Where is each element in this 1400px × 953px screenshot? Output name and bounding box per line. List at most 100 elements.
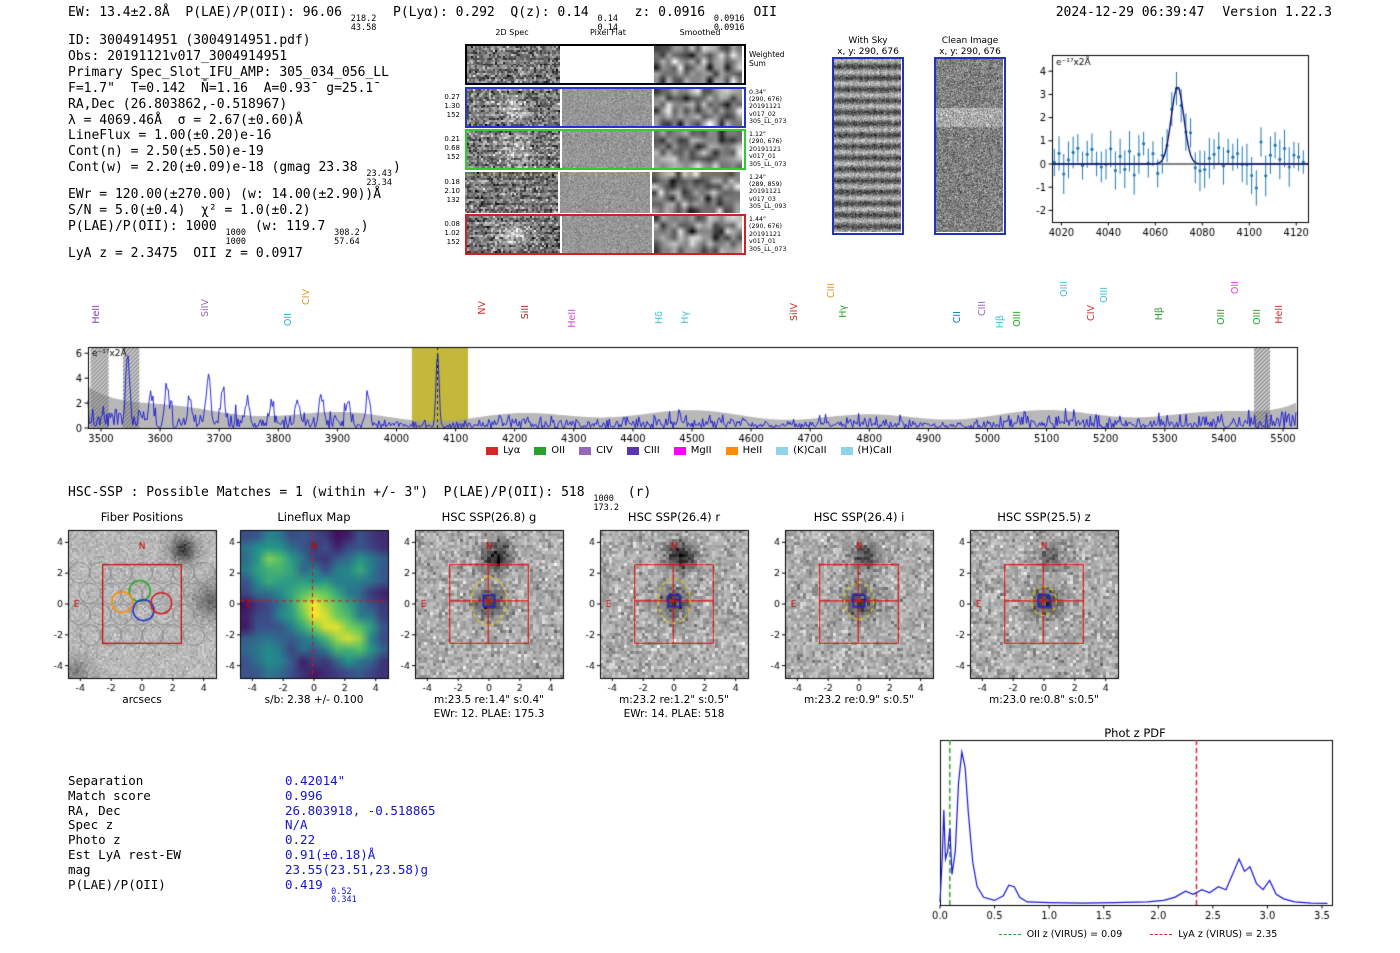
cutout-caption: EWr: 12. PLAE: 175.3 — [433, 707, 545, 720]
emission-line-marker: HeII — [567, 309, 579, 328]
spec2d-row-meta: 1.24" (289, 859) 20191121 v017_03 305_LL… — [749, 173, 787, 211]
info-line: RA,Dec (26.803862,-0.518967) — [68, 96, 288, 112]
match-table-row: Photo z 0.22 — [68, 832, 436, 847]
emission-line-marker: OIII — [1216, 309, 1228, 325]
photz-legend-item: LyA z (VIRUS) = 2.35 — [1150, 929, 1277, 940]
spec2d-row-stats: 0.08 1.02 152 — [444, 220, 460, 246]
spectrum-legend: Lyα OII CIV CIII MgII HeII (K)CaII (H)CaII — [58, 445, 1320, 456]
cutout-caption: m:23.2 re:1.2" s:0.5" — [619, 694, 729, 706]
spec2d-image-1-1 — [562, 88, 652, 126]
spec2d-image-3-0 — [465, 171, 558, 213]
hsc-match-header: HSC-SSP : Possible Matches = 1 (within +… — [68, 485, 652, 513]
info-line: LineFlux = 1.00(±0.20)e-16 — [68, 128, 272, 144]
spectrum-legend-item: Lyα — [486, 445, 520, 456]
cutout-title: HSC SSP(26.8) g — [441, 510, 537, 524]
cutout-panel: Lineflux Map s/b: 2.38 +/- 0.100 — [214, 510, 394, 722]
spec2d-row-meta: 1.12" (290, 676) 20191121 v017_01 305_LL… — [749, 131, 787, 168]
cutout-panels: Fiber Positions arcsecs Lineflux Map s/b: 2… — [0, 510, 1400, 725]
spec2d-row-stats: 0.21 0.68 152 — [444, 135, 460, 161]
cutout-caption: m:23.0 re:0.8" s:0.5" — [989, 694, 1099, 706]
cutout-canvas-hsc — [759, 524, 939, 692]
emission-line-marker: Hδ — [654, 311, 666, 324]
info-line: F=1.7" T=0.142 N̄=1.16 A=0.93̄ g=25.1̄ — [68, 80, 374, 96]
match-key: Separation — [68, 773, 144, 788]
info-line: LyA z = 2.3475 OII z = 0.0917 — [68, 246, 303, 262]
cutout-title: Lineflux Map — [277, 510, 351, 524]
fraction-value: 23.43 23.34 — [366, 169, 393, 188]
clean-image-frame — [934, 57, 1006, 235]
cutout-canvas-lineflux — [214, 524, 394, 692]
spec2d-image-1-0 — [467, 88, 560, 126]
match-key: Match score — [68, 787, 151, 803]
fraction-value: 0.52 0.341 — [331, 886, 357, 906]
spec2d-image-1-2 — [654, 88, 742, 126]
spec2d-row — [465, 214, 746, 255]
spec2d-row-stats: 0.27 1.30 152 — [444, 92, 460, 119]
match-value: 0.996 — [285, 787, 323, 803]
info-line: λ = 4069.46Å σ = 2.67(±0.60)Å — [68, 112, 303, 128]
cutout-panel: Fiber Positions arcsecs — [42, 510, 222, 722]
match-value: 0.42014" — [285, 773, 346, 788]
legend-label: CIV — [596, 445, 613, 456]
spec2d-row-meta: 0.34" (290, 676) 20191121 v017_02 305_LL… — [749, 88, 787, 126]
info-line: S/N = 5.0(±0.4) χ² = 1.0(±0.2) — [68, 203, 311, 219]
detection-info-block: ID: 3004914951 (3004914951.pdf) Obs: 2019… — [68, 33, 401, 262]
emission-line-marker: OII — [282, 313, 294, 327]
version-label: Version 1.22.3 — [1222, 5, 1332, 20]
spec2d-image-0-1 — [562, 46, 652, 83]
spec2d-panel: 2D Spec Pixel Flat Smoothed Weighted Sum 0.2… — [412, 28, 802, 263]
spec2d-image-4-1 — [562, 216, 652, 253]
match-value: 0.22 — [285, 832, 316, 848]
info-line: Obs: 20191121v017_3004914951 — [68, 48, 288, 64]
emission-line-marker: CIII — [826, 283, 838, 299]
photz-chart — [918, 722, 1358, 922]
spec2d-image-2-2 — [654, 131, 742, 168]
emission-line-marker: CIV — [301, 289, 313, 305]
cutout-caption: s/b: 2.38 +/- 0.100 — [264, 694, 364, 706]
with_sky-image — [834, 59, 901, 232]
clean-image — [936, 59, 1003, 232]
legend-swatch — [534, 446, 547, 455]
fraction-value: 0.14 0.14 — [597, 14, 618, 33]
spec2d-row-meta: 1.44" (290, 676) 20191121 v017_01 305_LL… — [749, 216, 787, 253]
cutout-title: Fiber Positions — [100, 510, 184, 524]
spec2d-image-2-1 — [562, 131, 652, 168]
match-table-row: Spec z N/A — [68, 817, 436, 832]
weighted-sum-label: Weighted Sum — [749, 50, 785, 68]
spec2d-row — [465, 86, 746, 128]
spectrum-legend-item: OII — [534, 445, 565, 456]
spec2d-image-3-1 — [560, 171, 650, 213]
cutout-panel: HSC SSP(26.4) i m:23.2 re:0.9" s:0.5" — [759, 510, 939, 722]
legend-swatch — [579, 446, 592, 455]
full-spectrum-chart — [58, 338, 1320, 450]
legend-label: OII — [551, 445, 566, 456]
info-line: Cont(w) = 2.20(±0.09)e-18 (gmag 23.38 23… — [68, 160, 401, 188]
fraction-value: 0.0916 0.0916 — [713, 14, 745, 33]
cutout-title: HSC SSP(26.4) r — [627, 510, 721, 524]
photz-legend-item: OII z (VIRUS) = 0.09 — [998, 929, 1122, 940]
spec2d-image-4-2 — [654, 216, 742, 253]
emission-line-marker: SiIV — [200, 299, 212, 317]
spectrum-legend-item: CIII — [626, 445, 660, 456]
spectrum-legend-item: (K)CaII — [776, 445, 827, 456]
fraction-value: 1000 173.2 — [593, 494, 619, 513]
spectrum-legend-item: HeII — [725, 445, 762, 456]
info-line: ID: 3004914951 (3004914951.pdf) — [68, 33, 311, 48]
line-fit-chart — [1028, 46, 1320, 238]
spec2d-row — [465, 129, 746, 170]
with_sky-title: With Sky x, y: 290, 676 — [837, 36, 899, 57]
legend-swatch — [626, 446, 639, 455]
cutout-canvas-hsc — [574, 524, 754, 692]
emission-line-marker: HeII — [1274, 305, 1286, 324]
match-table-row: mag 23.55(23.51,23.58)g — [68, 862, 436, 877]
spectrum-legend-item: (H)CaII — [840, 445, 892, 456]
cutout-panel: HSC SSP(25.5) z m:23.0 re:0.8" s:0.5" — [944, 510, 1124, 722]
emission-line-marker: OIII — [1012, 311, 1024, 327]
info-line: Primary Spec_Slot_IFU_AMP: 305_034_056_L… — [68, 64, 389, 80]
match-value: N/A — [285, 817, 308, 833]
match-key: P(LAE)/P(OII) — [68, 876, 166, 892]
spec2d-col-header: Pixel Flat — [590, 28, 626, 37]
photz-title: Phot z PDF — [1104, 726, 1166, 740]
fraction-value: 218.2 43.58 — [350, 14, 377, 33]
